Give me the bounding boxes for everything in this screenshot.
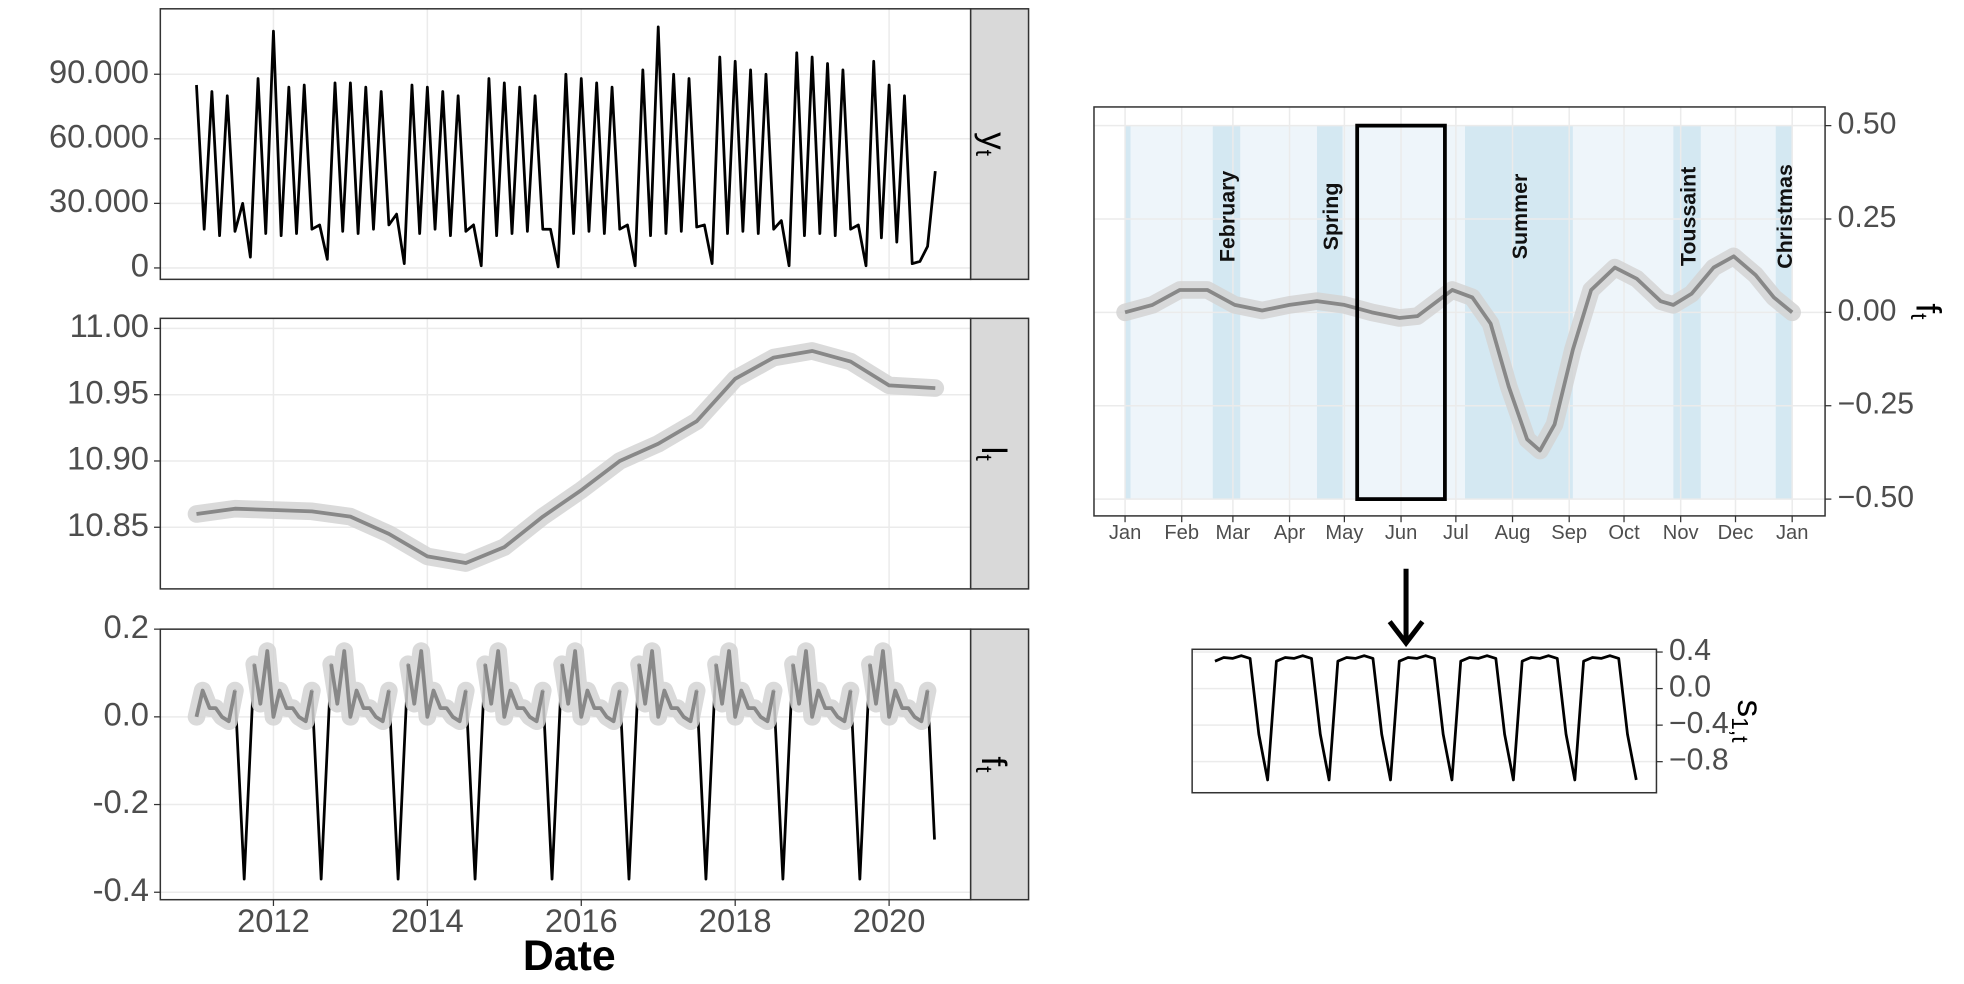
arrow-head <box>1387 620 1425 648</box>
x-tick-label: Oct <box>1608 522 1640 544</box>
x-tick-label: 2014 <box>391 902 464 939</box>
line <box>195 25 937 269</box>
y-tick-label: 10.90 <box>67 440 149 477</box>
y-tick-label: 10.95 <box>67 373 149 410</box>
y-tick-label: −0.25 <box>1838 388 1914 421</box>
axis-title-main: f <box>1908 303 1947 313</box>
panel: -0.4 -0.2 0.0 0.2 2012 2014 2016 2018 2020 Date ft <box>93 608 1030 980</box>
axis-title-main: y <box>973 132 1012 150</box>
x-tick-label: Feb <box>1164 522 1199 544</box>
axis-title-main: l <box>973 447 1012 455</box>
panel: 10.85 10.90 10.95 11.00 lt <box>67 307 1030 590</box>
highlight-box <box>1355 123 1447 501</box>
period-label: Toussaint <box>1676 167 1700 266</box>
x-tick-label: 2012 <box>237 902 310 939</box>
x-tick-label: Jan <box>1109 522 1141 544</box>
y-tick-label: 90.000 <box>49 53 149 90</box>
strip <box>969 317 1030 590</box>
y-tick-label: 0.0 <box>1669 671 1711 704</box>
y-tick-label: 30.000 <box>49 182 149 219</box>
panel: 0 30.000 60.000 90.000 yt <box>49 8 1030 284</box>
axis-title-sub: t <box>971 454 997 461</box>
x-tick-label: Jan <box>1776 522 1808 544</box>
y-tick-label: 0.25 <box>1838 201 1897 234</box>
plot-border <box>1093 106 1826 517</box>
x-tick-label: Dec <box>1718 522 1754 544</box>
line <box>1214 654 1638 782</box>
period-label: Christmas <box>1773 164 1797 269</box>
y-tick-label: −0.8 <box>1669 744 1729 777</box>
axis-title: ft <box>1906 303 1948 320</box>
period-label: Spring <box>1319 183 1343 251</box>
line <box>194 649 930 724</box>
x-tick-label: May <box>1325 522 1364 544</box>
y-tick-label: 0 <box>131 247 149 284</box>
y-tick-label: 10.85 <box>67 506 149 543</box>
y-tick-label: 0.2 <box>104 608 149 645</box>
axis-title-main: f <box>973 756 1012 766</box>
axis-title-sub: t <box>971 150 997 157</box>
axis-title: ft <box>971 756 1013 773</box>
y-tick-label: 11.00 <box>70 307 149 344</box>
panel: February Spring Summer Toussaint Christmas −0… <box>1093 106 1948 544</box>
x-tick-label: Nov <box>1663 522 1699 544</box>
x-tick-label: 2018 <box>699 902 772 939</box>
x-tick-label: Jul <box>1443 522 1469 544</box>
strip <box>969 8 1030 281</box>
axis-title-sub: t <box>971 766 997 773</box>
y-tick-label: 0.00 <box>1838 294 1897 327</box>
period-label: February <box>1216 171 1240 263</box>
y-tick-label: −0.4 <box>1669 707 1729 740</box>
x-tick-label: Apr <box>1274 522 1306 544</box>
y-tick-label: 0.0 <box>104 695 149 732</box>
x-axis-title: Date <box>523 932 616 980</box>
y-tick-label: 60.000 <box>49 117 149 154</box>
x-tick-label: Jun <box>1385 522 1417 544</box>
x-tick-label: 2016 <box>545 902 618 939</box>
x-tick-label: Mar <box>1216 522 1251 544</box>
y-tick-label: −0.50 <box>1838 481 1914 514</box>
axis-title: lt <box>971 447 1013 462</box>
panel: −0.8 −0.40.0 0.4 s1,t <box>1191 634 1769 794</box>
period-label: Summer <box>1508 174 1532 260</box>
axis-title-sub: t <box>1906 313 1932 320</box>
axis-title-main: s <box>1730 699 1769 717</box>
line <box>1124 254 1794 453</box>
arrow <box>1387 568 1425 648</box>
axis-title-sub: 1,t <box>1727 717 1753 743</box>
line <box>196 349 936 565</box>
x-tick-label: Aug <box>1495 522 1531 544</box>
y-tick-label: -0.4 <box>93 871 149 908</box>
y-tick-label: -0.2 <box>93 783 149 820</box>
y-tick-label: 0.50 <box>1838 108 1897 141</box>
plot-background <box>160 8 971 280</box>
plot-background <box>1192 649 1657 793</box>
x-tick-label: Sep <box>1551 522 1587 544</box>
plot-border <box>1191 648 1658 794</box>
axis-title: yt <box>971 132 1013 157</box>
strip <box>969 628 1030 901</box>
x-tick-label: 2020 <box>853 902 926 939</box>
axis-title: s1,t <box>1727 699 1769 743</box>
y-tick-label: 0.4 <box>1669 634 1711 667</box>
